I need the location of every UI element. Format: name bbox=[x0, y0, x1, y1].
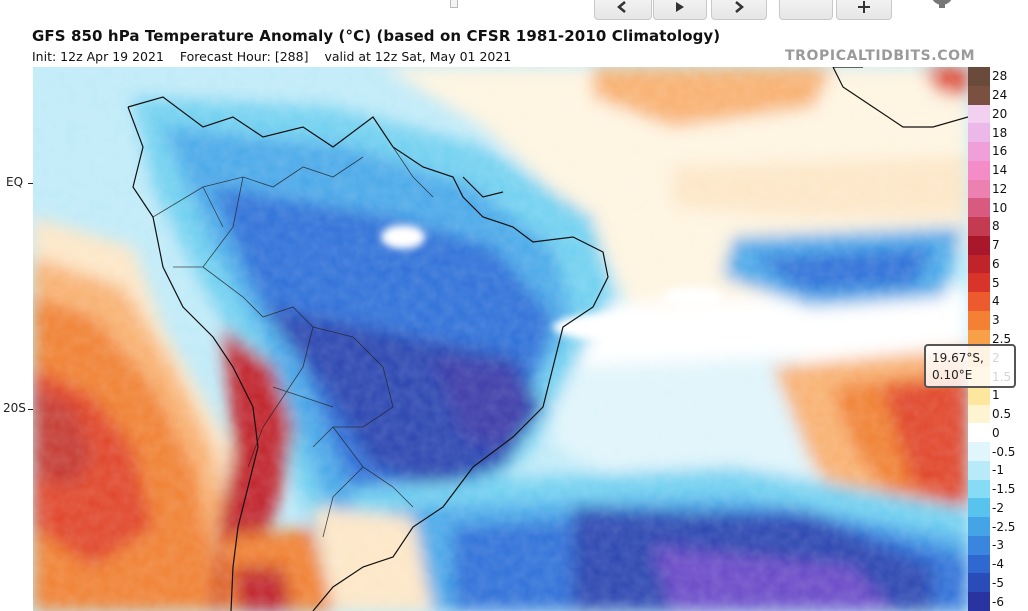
first-frame-button[interactable] bbox=[594, 0, 652, 20]
map-title: GFS 850 hPa Temperature Anomaly (°C) (ba… bbox=[32, 27, 721, 45]
colorbar-swatch bbox=[968, 160, 990, 181]
coordinate-tooltip: 19.67°S, 0.10°E bbox=[924, 344, 1016, 388]
lat-tick-20s bbox=[28, 409, 33, 410]
colorbar-swatch bbox=[968, 442, 990, 462]
colorbar-swatch bbox=[968, 123, 990, 143]
colorbar-swatch bbox=[968, 592, 990, 611]
colorbar-label: 8 bbox=[992, 219, 1000, 234]
colorbar-label: 5 bbox=[992, 275, 1000, 290]
anomaly-field bbox=[33, 67, 968, 611]
country-borders bbox=[152, 146, 434, 538]
map-subtitle: Init: 12z Apr 19 2021 Forecast Hour: [28… bbox=[32, 49, 523, 64]
blank-button[interactable] bbox=[779, 0, 833, 20]
colorbar-label: 4 bbox=[992, 294, 1000, 309]
colorbar-swatch bbox=[968, 235, 990, 256]
colorbar-swatch bbox=[968, 385, 990, 406]
colorbar-swatch bbox=[968, 142, 990, 162]
colorbar-label: 18 bbox=[992, 125, 1008, 140]
colorbar-label: -6 bbox=[992, 594, 1004, 609]
coastlines bbox=[127, 67, 968, 611]
colorbar-swatch bbox=[968, 85, 990, 105]
colorbar-label: -2 bbox=[992, 500, 1004, 515]
colorbar-label: -2.5 bbox=[992, 519, 1016, 534]
colorbar-label: 2.5 bbox=[992, 332, 1012, 346]
colorbar-label: 6 bbox=[992, 256, 1000, 271]
add-button[interactable] bbox=[836, 0, 892, 20]
colorbar-swatch bbox=[968, 292, 990, 312]
animation-toolbar bbox=[0, 0, 1028, 22]
next-frame-icon bbox=[735, 1, 744, 13]
colorbar-swatch bbox=[968, 479, 990, 499]
colorbar-swatch bbox=[968, 254, 990, 274]
colorbar-swatch bbox=[968, 273, 990, 293]
colorbar-swatch bbox=[968, 198, 990, 218]
document-icon[interactable] bbox=[977, 0, 1017, 14]
colorbar-label: 20 bbox=[992, 106, 1008, 121]
colorbar-swatch bbox=[968, 535, 990, 556]
tooltip-lat: 19.67°S, bbox=[932, 351, 984, 365]
lat-tick-eq bbox=[28, 183, 33, 184]
lat-label-20s: 20S bbox=[3, 401, 26, 415]
colorbar-label: 16 bbox=[992, 144, 1008, 159]
tooltip-lon: 0.10°E bbox=[932, 368, 973, 382]
colorbar-label: 3 bbox=[992, 313, 1000, 328]
field-texture bbox=[33, 67, 968, 611]
colorbar-label: -3 bbox=[992, 538, 1004, 553]
colorbar-label: -5 bbox=[992, 575, 1004, 590]
colorbar-label: 7 bbox=[992, 238, 1000, 253]
colorbar-label: -1 bbox=[992, 463, 1004, 478]
colorbar-label: 12 bbox=[992, 181, 1008, 196]
colorbar-label: 0 bbox=[992, 425, 1000, 440]
colorbar-label: -4 bbox=[992, 557, 1004, 572]
colorbar-swatch bbox=[968, 498, 990, 518]
gear-icon[interactable] bbox=[921, 0, 963, 14]
play-icon bbox=[676, 2, 684, 12]
forecast-hour: Forecast Hour: [288] bbox=[179, 49, 309, 64]
colorbar-swatch bbox=[968, 423, 990, 443]
colorbar-label: 14 bbox=[992, 163, 1008, 178]
colorbar-swatch bbox=[968, 404, 990, 424]
colorbar: 28242018161412108765432.521.510.50-0.5-1… bbox=[968, 67, 1028, 611]
lat-label-eq: EQ bbox=[6, 175, 24, 189]
next-frame-button[interactable] bbox=[711, 0, 767, 20]
colorbar-label: 1 bbox=[992, 388, 1000, 403]
colorbar-swatch bbox=[968, 554, 990, 574]
colorbar-label: -0.5 bbox=[992, 444, 1016, 459]
colorbar-label: 28 bbox=[992, 69, 1008, 84]
colorbar-swatch bbox=[968, 517, 990, 537]
small-tab bbox=[450, 0, 458, 8]
colorbar-swatch bbox=[968, 104, 990, 124]
init-time: Init: 12z Apr 19 2021 bbox=[32, 49, 164, 64]
colorbar-label: -1.5 bbox=[992, 482, 1016, 497]
colorbar-swatch bbox=[968, 67, 990, 87]
site-watermark: TROPICALTIDBITS.COM bbox=[785, 48, 976, 64]
colorbar-swatch bbox=[968, 217, 990, 237]
first-frame-icon bbox=[617, 1, 626, 13]
colorbar-label: 10 bbox=[992, 200, 1008, 215]
colorbar-swatch bbox=[968, 310, 990, 331]
plus-icon bbox=[858, 1, 870, 13]
colorbar-swatch bbox=[968, 179, 990, 199]
valid-time: valid at 12z Sat, May 01 2021 bbox=[324, 49, 512, 64]
play-button[interactable] bbox=[653, 0, 707, 20]
colorbar-swatch bbox=[968, 460, 990, 481]
colorbar-swatch bbox=[968, 573, 990, 593]
anomaly-map[interactable] bbox=[33, 67, 968, 611]
colorbar-label: 0.5 bbox=[992, 407, 1012, 422]
colorbar-label: 24 bbox=[992, 88, 1008, 103]
